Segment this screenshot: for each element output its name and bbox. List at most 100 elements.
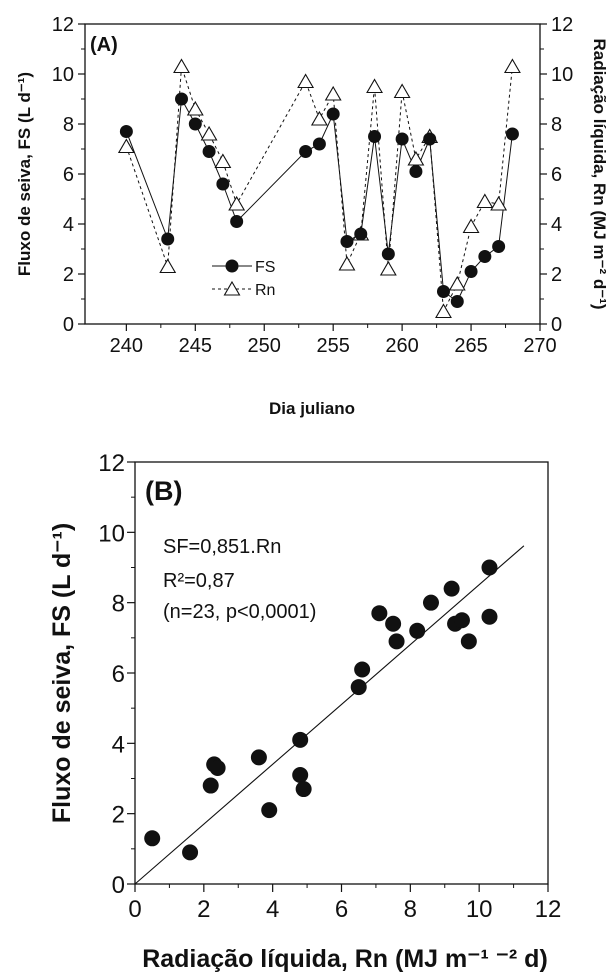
panel-a-chart: 240 245 250 255 260 265 270 0 2 4 6 8 10 12 0 2 4 6 8 10 1…: [15, 14, 609, 418]
scatter-point: [292, 766, 309, 783]
series-fs-point: [202, 145, 216, 158]
panel-b-y-tick-label: 12: [98, 450, 125, 477]
series-fs-point: [381, 247, 395, 261]
panel-a-y2-tick-label: 6: [551, 164, 562, 186]
series-fs-point: [464, 265, 478, 278]
panel-a-y-tick-label: 8: [63, 114, 74, 136]
series-fs-point: [354, 227, 368, 241]
panel-a-x-tick-label: 240: [110, 335, 143, 357]
series-fs-point: [340, 235, 354, 248]
panel-b-label: (B): [145, 476, 182, 506]
series-fs-point: [368, 130, 382, 143]
panel-a-y-tick-label: 2: [63, 264, 74, 286]
series-fs-point: [188, 117, 202, 131]
scatter-point: [202, 777, 219, 794]
series-rn-point: [366, 78, 383, 94]
series-fs-point: [423, 132, 437, 146]
panel-b-x-tick-label: 8: [404, 896, 417, 923]
panel-a-x-tick-label: 255: [316, 335, 349, 357]
series-fs-point: [312, 137, 326, 151]
series-fs-point: [478, 250, 492, 263]
legend-fs-marker: [225, 259, 239, 273]
panel-a-y2-tick-label: 2: [551, 264, 562, 286]
series-rn-point: [214, 153, 232, 169]
panel-b-y-tick-label: 4: [112, 731, 125, 758]
panel-b-x-tick-label: 2: [197, 896, 210, 923]
scatter-point: [388, 633, 405, 650]
regression-line: [134, 545, 525, 885]
legend-rn-marker: [223, 280, 241, 296]
panel-a-y-tick-label: 10: [52, 64, 74, 86]
series-rn-point: [159, 258, 177, 274]
panel-b-x-tick-label: 12: [535, 896, 562, 923]
series-rn-point: [435, 303, 452, 319]
series-fs-point: [216, 177, 230, 191]
scatter-point: [209, 759, 226, 776]
series-rn-point: [324, 85, 342, 101]
panel-a-label: (A): [90, 34, 118, 56]
panel-a-x-tick-label: 250: [248, 335, 281, 357]
panel-b-y-axis-title: Fluxo de seiva, FS (L d⁻¹): [48, 523, 76, 823]
scatter-point: [261, 802, 278, 819]
panel-b-y-tick-label: 8: [112, 591, 125, 618]
panel-a-y-tick-label: 12: [52, 14, 74, 36]
scatter-point: [481, 559, 498, 576]
series-fs-point: [326, 107, 340, 121]
panel-a-y2-tick-label: 12: [551, 14, 573, 36]
scatter-point: [292, 731, 309, 748]
panel-a-x-tick-label: 270: [523, 335, 556, 357]
series-fs-point: [436, 285, 450, 298]
scatter-point: [295, 781, 312, 798]
series-rn-point: [393, 83, 411, 99]
panel-b-y-tick-label: 6: [112, 661, 125, 688]
panel-a-y2-tick-label: 10: [551, 64, 573, 86]
r-squared-label: R²=0,87: [163, 570, 235, 592]
panel-a-y2-tick-label: 4: [551, 214, 562, 236]
panel-a-y-tick-label: 0: [63, 314, 74, 336]
scatter-point: [250, 749, 267, 766]
series-rn-point: [228, 195, 246, 211]
panel-b-x-axis-title: Radiação líquida, Rn (MJ m⁻¹ ⁻² d): [142, 945, 548, 973]
panel-a-x-tick-label: 260: [385, 335, 418, 357]
series-rn-point: [462, 218, 480, 234]
panel-b-x-tick-label: 4: [266, 896, 279, 923]
series-rn-point: [338, 255, 356, 271]
scatter-point: [354, 661, 371, 678]
series-rn-point: [297, 73, 315, 89]
series-rn-point: [379, 260, 397, 276]
panel-a-x-tick-label: 245: [179, 335, 212, 357]
scatter-point: [443, 580, 460, 597]
panel-a-y-tick-label: 6: [63, 164, 74, 186]
series-rn-point: [173, 58, 190, 74]
panel-b-y-tick-label: 10: [98, 520, 125, 547]
series-rn-point: [490, 195, 508, 211]
panel-b-chart: 0 2 4 6 8 10 12 0 2 4 6 8 10 12 (B) SF=0,851.Rn R²=0…: [48, 450, 561, 973]
panel-a-y2-tick-label: 0: [551, 314, 562, 336]
panel-b-frame: [134, 461, 549, 885]
panel-b-y-tick-label: 2: [112, 802, 125, 829]
scatter-point: [453, 612, 470, 629]
legend-fs-label: FS: [255, 259, 275, 276]
sample-stats-label: (n=23, p<0,0001): [163, 601, 316, 623]
panel-a-y-axis-title: Fluxo de seiva, FS (L d⁻¹): [15, 72, 34, 276]
scatter-point: [409, 622, 426, 639]
scatter-point: [144, 830, 161, 847]
series-fs-point: [119, 125, 133, 138]
regression-equation: SF=0,851.Rn: [163, 536, 281, 558]
panel-a-x-axis-title: Dia juliano: [269, 399, 355, 418]
panel-a-y2-axis-title: Radiação líquida, Rn (MJ m⁻² d⁻¹): [590, 38, 609, 309]
panel-b-x-tick-label: 6: [335, 896, 348, 923]
series-fs-line: [125, 97, 513, 303]
series-fs-point: [299, 145, 313, 158]
scatter-point: [182, 844, 199, 861]
panel-a-x-tick-label: 265: [454, 335, 487, 357]
scatter-point: [422, 594, 439, 611]
series-fs-point: [492, 240, 506, 253]
scatter-point: [371, 605, 388, 622]
series-fs-point: [161, 232, 175, 246]
series-fs-point: [409, 165, 423, 178]
panel-a-legend: FS Rn: [212, 259, 275, 299]
panel-b-x-tick-label: 10: [466, 896, 493, 923]
series-fs-point: [505, 127, 519, 141]
